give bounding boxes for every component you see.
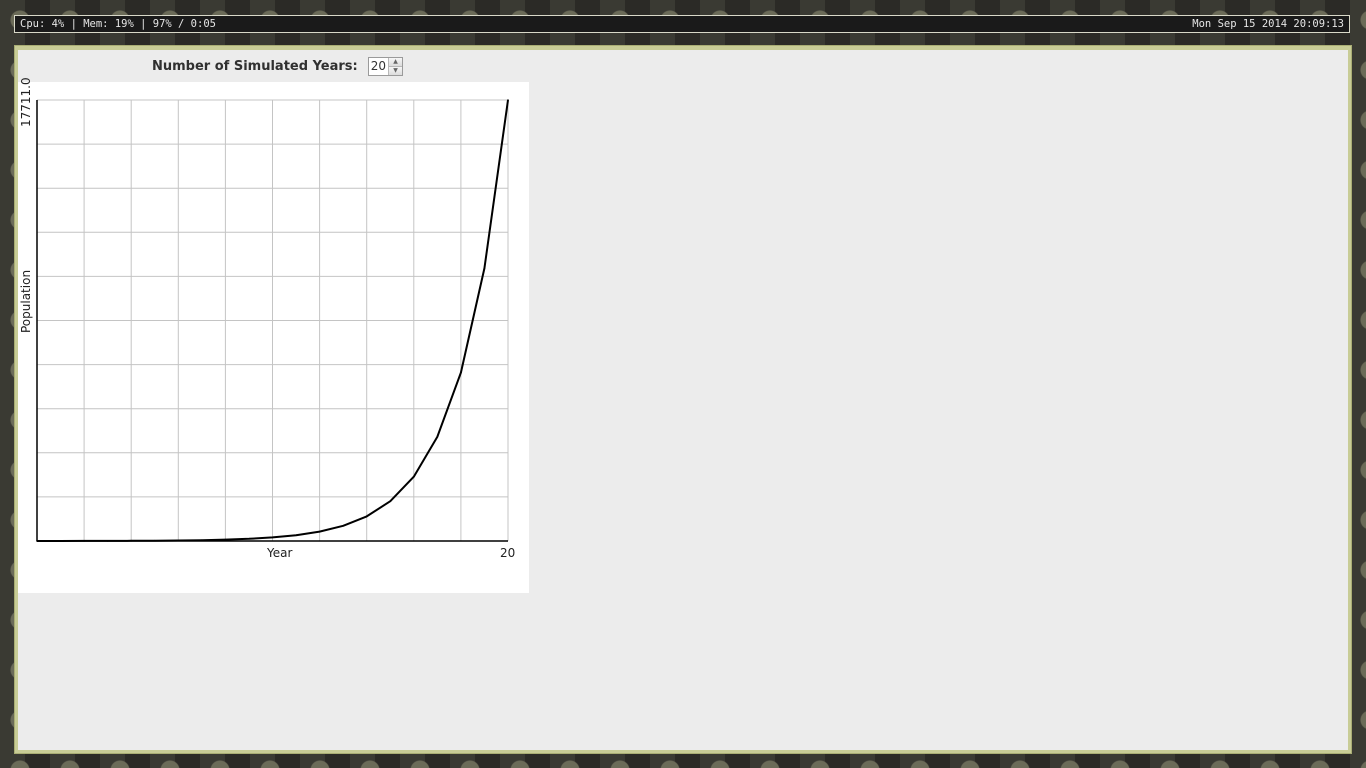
system-stats: Cpu: 4% | Mem: 19% | 97% / 0:05 xyxy=(20,18,216,30)
data-point xyxy=(106,540,109,542)
data-point xyxy=(295,534,297,536)
x-max-label: 20 xyxy=(500,546,516,560)
chart-canvas xyxy=(36,99,509,542)
data-point xyxy=(201,539,203,541)
y-axis-label: Population xyxy=(19,269,33,333)
app-window: Number of Simulated Years: 20 ▲ ▼ 17711.… xyxy=(18,50,1348,750)
years-spinner[interactable]: 20 ▲ ▼ xyxy=(367,56,403,76)
data-point xyxy=(365,515,368,518)
system-status-bar: Cpu: 4% | Mem: 19% | 97% / 0:05 Mon Sep … xyxy=(14,15,1350,33)
data-point xyxy=(83,540,85,542)
data-point xyxy=(507,99,509,101)
clock: Mon Sep 15 2014 20:09:13 xyxy=(1192,18,1344,30)
data-point xyxy=(224,538,227,541)
spinner-buttons: ▲ ▼ xyxy=(388,57,402,75)
data-point xyxy=(154,539,156,542)
data-point xyxy=(36,540,38,542)
data-point xyxy=(318,530,321,533)
data-point xyxy=(59,540,62,542)
x-axis-label: Year xyxy=(267,546,293,560)
data-point xyxy=(271,536,274,539)
years-control-row: Number of Simulated Years: 20 ▲ ▼ xyxy=(152,56,403,76)
data-point xyxy=(130,540,132,542)
population-chart: 17711.0 Population Year 20 xyxy=(18,77,529,593)
data-point xyxy=(436,436,439,438)
data-point xyxy=(389,500,392,503)
years-label: Number of Simulated Years: xyxy=(152,58,358,74)
data-point xyxy=(342,525,345,527)
spinner-up-icon[interactable]: ▲ xyxy=(389,57,402,67)
spinner-down-icon[interactable]: ▼ xyxy=(389,66,402,75)
data-point xyxy=(248,538,250,540)
data-point xyxy=(413,475,415,478)
y-max-label: 17711.0 xyxy=(19,77,33,127)
data-point xyxy=(483,267,486,270)
years-value[interactable]: 20 xyxy=(370,58,387,73)
data-point xyxy=(177,539,180,542)
data-point xyxy=(460,371,462,374)
